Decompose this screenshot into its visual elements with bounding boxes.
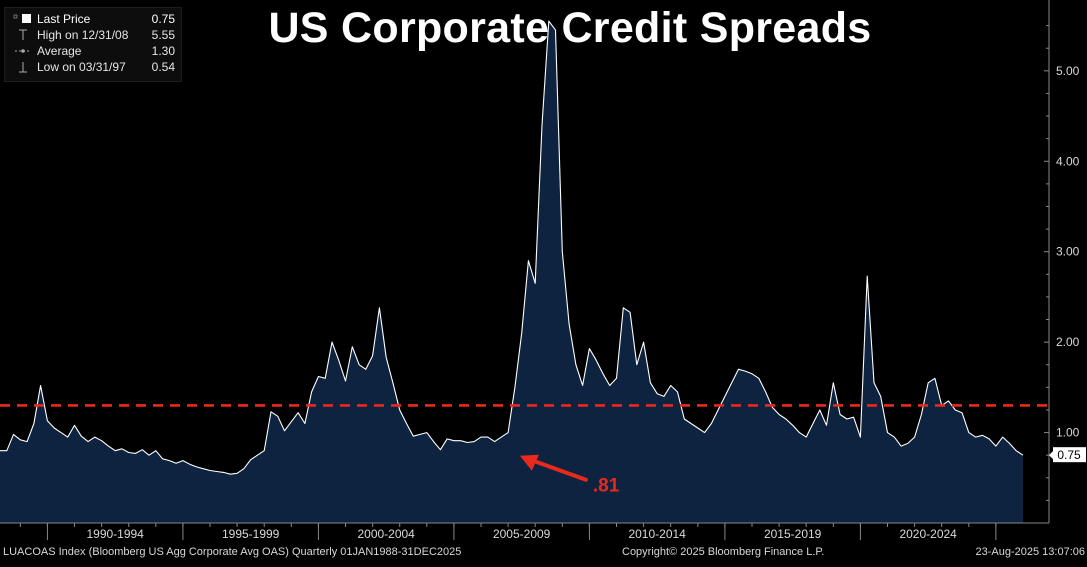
y-tick-label: 5.00: [1056, 64, 1080, 78]
last-value-box: [1053, 447, 1086, 463]
series-line: [0, 20, 1024, 475]
y-tick-label: 2.00: [1056, 335, 1080, 349]
legend-label: Low on 03/31/97: [37, 60, 126, 74]
y-tick-label: 3.00: [1056, 245, 1080, 259]
annotation-layer: .81: [519, 454, 620, 497]
x-tick-label: 2010-2014: [628, 527, 686, 541]
legend-value: 0.75: [151, 12, 175, 26]
y-tick-label: 1.00: [1056, 426, 1080, 440]
legend-item-average: Average 1.30: [13, 44, 179, 60]
legend-label: High on 12/31/08: [37, 28, 129, 42]
x-tick-label: 1990-1994: [86, 527, 144, 541]
annotation-arrow-head: [519, 454, 539, 471]
x-tick-label: 2020-2024: [899, 527, 957, 541]
legend-label: Average: [37, 44, 82, 58]
last-value-label: 0.75: [1057, 448, 1081, 462]
footer-description: LUACOAS Index (Bloomberg US Agg Corporat…: [3, 546, 462, 558]
legend-item-high: High on 12/31/08 5.55: [13, 28, 179, 44]
low-marker-icon: [19, 62, 27, 73]
high-marker-icon: [19, 29, 27, 40]
last-price-square-icon: [13, 14, 31, 23]
footer-copyright: Copyright© 2025 Bloomberg Finance L.P.: [622, 546, 825, 558]
legend-item-last-price: Last Price 0.75: [13, 12, 179, 28]
average-marker-icon: [15, 49, 31, 53]
y-tick-label: 4.00: [1056, 154, 1080, 168]
legend-value: 1.30: [151, 44, 175, 58]
annotation-label: .81: [593, 476, 620, 497]
axes: 1990-1994 1995-1999 2000-2004 2005-2009 2010…: [0, 0, 1086, 541]
legend: Last Price 0.75 High on 12/31/08 5.55 Av…: [4, 7, 182, 82]
series-area: [0, 20, 1024, 523]
legend-item-low: Low on 03/31/97 0.54: [13, 60, 179, 76]
chart-title: US Corporate Credit Spreads: [268, 4, 872, 52]
annotation-arrow-shaft: [529, 458, 588, 482]
legend-value: 0.54: [151, 60, 175, 74]
last-value-pointer: [1049, 451, 1053, 460]
x-tick-label: 2000-2004: [357, 527, 415, 541]
x-tick-label: 2005-2009: [493, 527, 551, 541]
x-tick-label: 1995-1999: [222, 527, 280, 541]
legend-label: Last Price: [37, 12, 91, 26]
legend-value: 5.55: [151, 28, 175, 42]
x-tick-label: 2015-2019: [764, 527, 822, 541]
series-area-fill: [0, 21, 1023, 523]
footer-timestamp: 23-Aug-2025 13:07:06: [975, 546, 1085, 558]
footer: LUACOAS Index (Bloomberg US Agg Corporat…: [0, 543, 1087, 562]
